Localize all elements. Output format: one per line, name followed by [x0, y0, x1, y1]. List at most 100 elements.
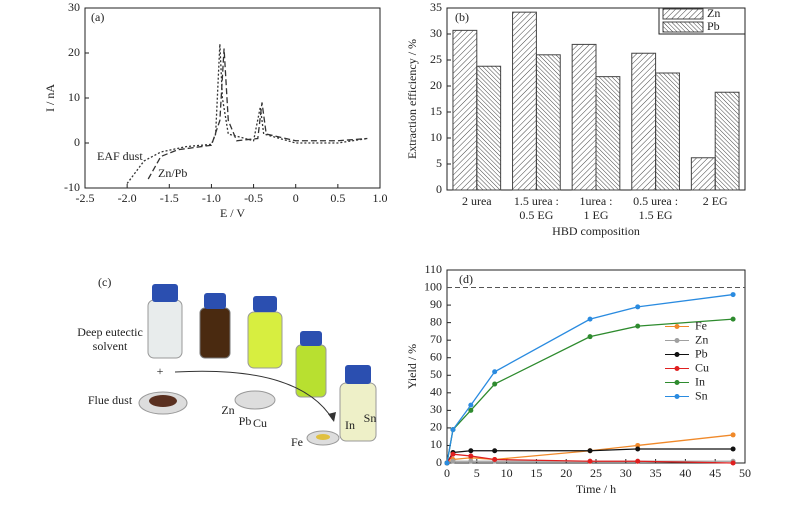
cap: [152, 284, 178, 302]
point: [450, 451, 456, 457]
y-tick-label: 20: [430, 420, 442, 434]
arrow: [174, 370, 334, 421]
y-axis-label: Extraction efficiency / %: [405, 39, 419, 159]
y-tick-label: 50: [430, 367, 442, 381]
x-tick-label: -0.5: [244, 191, 263, 205]
legend-marker: [674, 324, 680, 329]
metal-label: Fe: [291, 435, 303, 449]
point: [468, 448, 474, 454]
y-tick-label: 0: [74, 135, 80, 149]
dust-label: Flue dust: [88, 393, 133, 407]
x-tick-label: 25: [590, 466, 602, 480]
point: [468, 458, 474, 464]
legend-marker: [674, 338, 680, 343]
legend-label: Pb: [707, 19, 720, 33]
y-tick-label: 100: [424, 279, 442, 293]
panel-label: (a): [91, 10, 104, 24]
arrow-head: [328, 412, 336, 422]
x-tick-label: 40: [679, 466, 691, 480]
y-tick-label: 35: [430, 0, 442, 14]
x-tick-label: 1.5 urea :0.5 EG: [514, 194, 559, 222]
y-tick-label: 110: [424, 262, 442, 276]
photo-panel: (c) Deep eutectic solvent + Flue dust Zn …: [77, 275, 377, 449]
y-tick-label: 90: [430, 297, 442, 311]
point: [450, 427, 456, 433]
y-tick-label: 0: [436, 182, 442, 196]
y-tick-label: 60: [430, 349, 442, 363]
y-axis-label: I / nA: [43, 84, 57, 112]
point: [492, 381, 498, 387]
annotation: Zn/Pb: [158, 166, 187, 180]
y-tick-label: 25: [430, 52, 442, 66]
x-tick-label: 10: [501, 466, 513, 480]
y-tick-label: 15: [430, 104, 442, 118]
y-tick-label: 10: [430, 130, 442, 144]
metal-label: Pb: [239, 414, 252, 428]
y-tick-label: 70: [430, 332, 442, 346]
y-tick-label: 10: [68, 90, 80, 104]
point: [468, 407, 474, 413]
panel-label: (d): [459, 272, 473, 286]
point: [468, 453, 474, 459]
legend-marker: [674, 394, 680, 399]
legend-label: In: [695, 374, 705, 388]
x-tick-label: 2 EG: [703, 194, 728, 208]
y-tick-label: 5: [436, 156, 442, 170]
legend-marker: [674, 352, 680, 357]
bar: [631, 52, 657, 191]
point: [444, 460, 450, 466]
legend-marker: [674, 380, 680, 385]
point: [730, 316, 736, 322]
cap: [345, 365, 371, 384]
y-tick-label: -10: [64, 180, 80, 194]
point: [587, 448, 593, 454]
y-tick-label: 30: [430, 26, 442, 40]
x-tick-label: 45: [709, 466, 721, 480]
legend-swatch: [662, 8, 704, 20]
y-axis-label: Yield / %: [405, 344, 419, 389]
bar: [595, 76, 621, 191]
point: [450, 458, 456, 464]
x-tick-label: -1.5: [160, 191, 179, 205]
x-tick-label: -1.0: [202, 191, 221, 205]
x-tick-label: 1.0: [373, 191, 388, 205]
x-axis-label: E / V: [220, 206, 245, 220]
point: [492, 369, 498, 375]
x-tick-label: 35: [650, 466, 662, 480]
bar: [714, 91, 740, 191]
point: [730, 432, 736, 438]
point: [730, 446, 736, 452]
plus: +: [157, 364, 164, 378]
point: [635, 442, 641, 448]
point: [635, 304, 641, 310]
cap: [204, 293, 226, 309]
x-tick-label: 30: [620, 466, 632, 480]
legend-marker: [674, 366, 680, 371]
bar: [476, 65, 502, 191]
point: [587, 316, 593, 322]
bottle: [199, 307, 231, 359]
series-line: [126, 43, 368, 184]
dust: [149, 395, 177, 407]
bar: [512, 11, 537, 191]
x-axis-label: HBD composition: [552, 224, 640, 238]
legend-label: Zn: [707, 6, 720, 20]
metal-label: In: [345, 418, 355, 432]
panel-label: (b): [455, 10, 469, 24]
point: [468, 402, 474, 408]
legend-label: Pb: [695, 346, 708, 360]
point: [635, 446, 641, 452]
bar: [690, 157, 716, 191]
bar: [535, 54, 561, 191]
x-tick-label: -2.5: [76, 191, 95, 205]
cap: [300, 331, 322, 346]
dish: [234, 390, 276, 410]
point: [730, 292, 736, 298]
x-tick-label: 0.5: [330, 191, 345, 205]
y-tick-label: 20: [68, 45, 80, 59]
x-tick-label: 50: [739, 466, 751, 480]
point: [492, 456, 498, 462]
bar: [655, 72, 680, 191]
bottle: [147, 299, 183, 359]
